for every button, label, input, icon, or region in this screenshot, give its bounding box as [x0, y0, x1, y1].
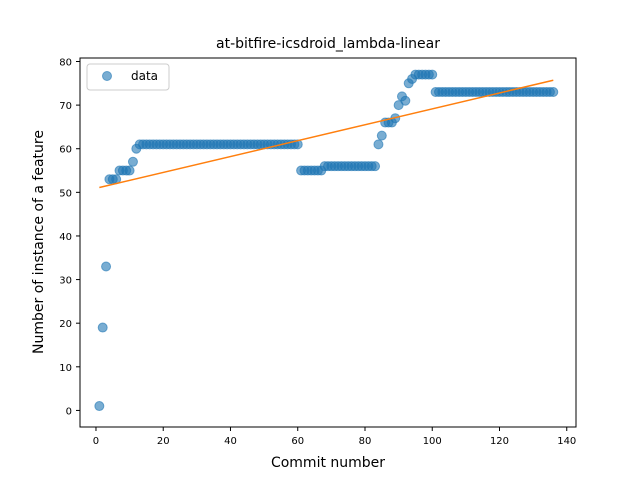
y-tick-label: 30 — [59, 276, 72, 287]
legend-box — [86, 63, 170, 91]
legend-marker-data — [102, 71, 112, 81]
data-point — [292, 139, 303, 150]
axes-frame — [79, 57, 577, 428]
data-point — [124, 165, 135, 176]
x-tick-label: 120 — [490, 436, 509, 447]
data-point — [101, 261, 112, 272]
y-tick-label: 20 — [59, 319, 72, 330]
data-point — [97, 322, 108, 333]
y-axis-label: Number of instance of a feature — [31, 130, 47, 354]
data-point — [400, 95, 411, 106]
chart-title: at-bitfire-icsdroid_lambda-linear — [216, 36, 440, 52]
y-tick-label: 80 — [59, 57, 72, 68]
data-point — [376, 130, 387, 141]
x-tick-label: 100 — [423, 436, 442, 447]
x-tick-label: 20 — [157, 436, 170, 447]
x-axis-label: Commit number — [271, 455, 385, 471]
fit-line — [99, 79, 554, 189]
x-tick-label: 80 — [359, 436, 372, 447]
y-tick-label: 0 — [66, 406, 72, 417]
data-point — [427, 69, 438, 80]
y-tick-label: 60 — [59, 145, 72, 156]
data-point — [373, 139, 384, 150]
x-tick-label: 140 — [557, 436, 576, 447]
data-point — [548, 87, 559, 98]
data-point — [370, 161, 381, 172]
y-tick-label: 50 — [59, 188, 72, 199]
data-point — [127, 156, 138, 167]
y-tick-label: 70 — [59, 101, 72, 112]
x-tick-label: 60 — [291, 436, 304, 447]
y-tick-label: 40 — [59, 232, 72, 243]
data-point — [94, 401, 105, 412]
legend-label-data: data — [131, 69, 158, 83]
legend: data — [86, 63, 170, 91]
x-tick-label: 0 — [93, 436, 99, 447]
y-tick-label: 10 — [59, 363, 72, 374]
plot-area: 0 20 40 60 80 100 120 140 0 10 20 30 40 50 60 70 80 — [59, 57, 577, 447]
x-tick-label: 40 — [224, 436, 237, 447]
